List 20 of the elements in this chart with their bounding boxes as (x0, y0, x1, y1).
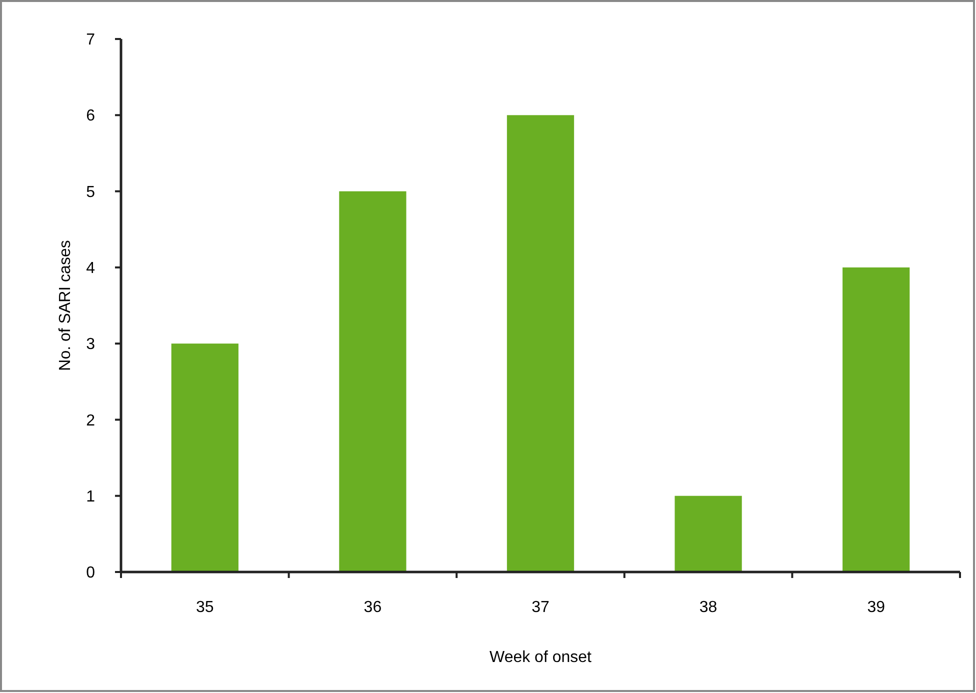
y-tick-label: 6 (86, 108, 96, 125)
y-tick-label: 4 (86, 260, 96, 278)
bar (339, 191, 406, 572)
bar (171, 344, 238, 572)
bar (506, 115, 574, 572)
y-tick-label: 2 (86, 412, 96, 430)
y-tick-label: 0 (86, 564, 96, 582)
x-tick-label: 37 (532, 599, 550, 616)
x-tick-label: 39 (867, 599, 886, 616)
bar (842, 267, 910, 572)
y-tick-label: 1 (86, 488, 96, 506)
x-tick-label: 38 (699, 599, 718, 616)
x-axis-title: Week of onset (490, 649, 592, 666)
y-tick-label: 3 (86, 336, 96, 354)
bar (674, 496, 742, 572)
y-tick-label: 5 (86, 184, 96, 201)
y-tick-label: 7 (86, 32, 96, 49)
y-axis-title: No. of SARI cases (57, 240, 74, 371)
x-tick-label: 35 (196, 599, 214, 616)
x-tick-label: 36 (364, 599, 382, 616)
